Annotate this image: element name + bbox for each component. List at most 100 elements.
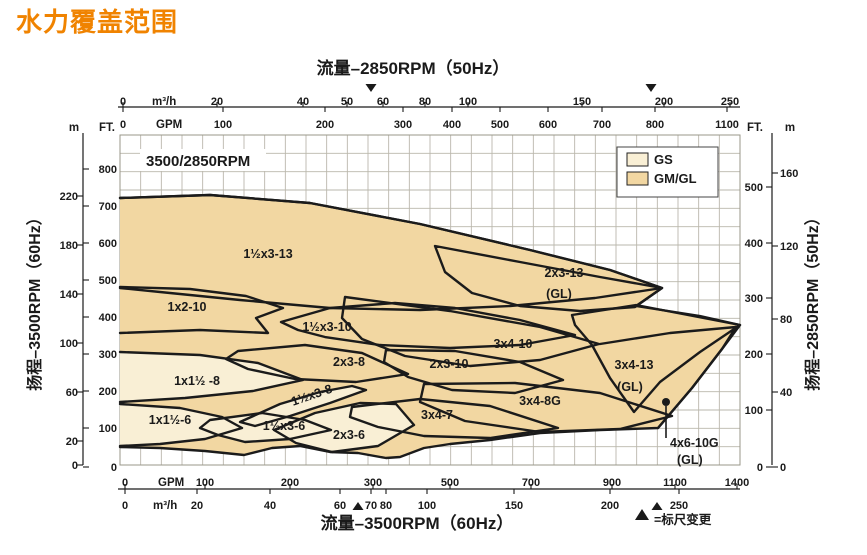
region-outline-1-5x3-10 — [279, 301, 577, 350]
svg-text:150: 150 — [573, 96, 591, 108]
region-outline-3x4-10 — [340, 295, 601, 368]
top-axis-title: 流量–2850RPM（50Hz） — [317, 58, 510, 78]
svg-text:1400: 1400 — [725, 477, 749, 489]
svg-text:0: 0 — [120, 119, 126, 131]
legend-item-gs: GS — [626, 152, 673, 167]
svg-text:200: 200 — [281, 477, 299, 489]
svg-text:80: 80 — [380, 500, 392, 512]
svg-text:60: 60 — [334, 500, 346, 512]
svg-text:500: 500 — [99, 275, 117, 287]
region-label-2x3-6: 2x3-6 — [333, 428, 365, 442]
svg-text:1100: 1100 — [715, 119, 739, 131]
triangle-up-icon — [635, 509, 649, 520]
svg-text:100: 100 — [214, 119, 232, 131]
svg-text:(GL): (GL) — [677, 453, 703, 467]
region-outline-2x3-6 — [272, 401, 416, 454]
svg-text:200: 200 — [601, 500, 619, 512]
svg-text:0: 0 — [780, 462, 786, 474]
region-fill-1x1-5-6 — [120, 404, 242, 446]
svg-text:100: 100 — [196, 477, 214, 489]
svg-text:60: 60 — [377, 96, 389, 108]
svg-text:500: 500 — [441, 477, 459, 489]
region-label-2x3-13: 2x3-13 — [545, 266, 584, 280]
left-axis-title: 扬程–3500RPM（60Hz） — [25, 209, 44, 390]
svg-text:20: 20 — [191, 500, 203, 512]
legend-label: GS — [654, 152, 673, 167]
callout-4x6-10g: 4x6-10G (GL) — [662, 398, 719, 467]
legend-item-gm-gl: GM/GL — [626, 171, 697, 186]
region-outline-1x1-5-8 — [118, 350, 305, 404]
region-label-2x3-8: 2x3-8 — [333, 355, 365, 369]
svg-text:0: 0 — [757, 462, 763, 474]
region-label-1x1-5-8: 1x1½ -8 — [174, 374, 220, 388]
svg-text:500: 500 — [491, 119, 509, 131]
region-label-1x1-5-6: 1x1½-6 — [149, 413, 191, 427]
svg-text:200: 200 — [99, 386, 117, 398]
scale-change-marker — [365, 84, 377, 92]
svg-text:100: 100 — [745, 405, 763, 417]
svg-text:70: 70 — [365, 500, 377, 512]
region-label-1-5x3-10: 1½x3-10 — [302, 320, 351, 334]
svg-text:400: 400 — [745, 238, 763, 250]
region-fill-2x3-6 — [274, 403, 414, 452]
svg-text:300: 300 — [394, 119, 412, 131]
svg-text:500: 500 — [745, 182, 763, 194]
svg-text:0: 0 — [122, 500, 128, 512]
region-label-3x4-7: 3x4-7 — [421, 408, 453, 422]
right-axis-title: 扬程–2850RPM（50Hz） — [803, 209, 822, 390]
scale-change-marker — [352, 502, 364, 510]
svg-text:120: 120 — [780, 241, 798, 253]
region-label-1-5x3-13: 1½x3-13 — [243, 247, 292, 261]
callout-dot — [662, 398, 670, 406]
axis-unit-left-m: m — [69, 122, 79, 134]
svg-text:0: 0 — [122, 477, 128, 489]
scale-change-marker — [645, 84, 657, 92]
legend-label: GM/GL — [654, 171, 697, 186]
svg-text:20: 20 — [211, 96, 223, 108]
region-label-1-5x3-6: 1½x3-6 — [263, 419, 305, 433]
region-outline-3x4-7 — [348, 397, 560, 440]
axis-unit-bottom-m3h: m³/h — [153, 500, 177, 512]
axis-left: 22018014010060200m8007006005004003002001… — [60, 122, 117, 474]
coverage-outline — [118, 193, 742, 460]
region-outline-1x1-5-6 — [118, 402, 244, 448]
scale-change-note: =标尺变更 — [635, 509, 712, 527]
svg-text:300: 300 — [99, 349, 117, 361]
bottom-axis-title: 流量–3500RPM（60Hz） — [321, 513, 514, 533]
svg-text:700: 700 — [522, 477, 540, 489]
axis-unit-right-m: m — [785, 122, 795, 134]
svg-text:60: 60 — [66, 387, 78, 399]
svg-text:220: 220 — [60, 191, 78, 203]
region-outline-2x3-8 — [224, 343, 410, 384]
svg-text:80: 80 — [780, 314, 792, 326]
region-label-3x4-8G: 3x4-8G — [519, 394, 561, 408]
svg-text:0: 0 — [111, 462, 117, 474]
svg-text:600: 600 — [99, 238, 117, 250]
svg-text:40: 40 — [780, 387, 792, 399]
region-label-3x4-13: 3x4-13 — [615, 358, 654, 372]
svg-text:200: 200 — [655, 96, 673, 108]
svg-text:400: 400 — [443, 119, 461, 131]
speed-label-bg — [140, 149, 266, 171]
svg-text:400: 400 — [99, 312, 117, 324]
svg-text:800: 800 — [646, 119, 664, 131]
svg-text:200: 200 — [316, 119, 334, 131]
svg-text:1100: 1100 — [663, 477, 687, 489]
axis-unit-bottom-gpm: GPM — [158, 477, 184, 489]
region-label-3x4-10: 3x4-10 — [494, 337, 533, 351]
axis-top: 0 20 40 50 60 80 100 150 200 250 m³/h 0 100 200 300 400… — [118, 84, 740, 131]
svg-text:4x6-10G: 4x6-10G — [670, 436, 719, 450]
svg-text:300: 300 — [745, 293, 763, 305]
svg-text:900: 900 — [603, 477, 621, 489]
scale-change-marker — [651, 502, 663, 510]
speed-label: 3500/2850RPM — [146, 153, 250, 170]
region-outline-1x2-10 — [118, 285, 285, 335]
region-sublabel-3x4-13: (GL) — [617, 380, 643, 394]
region-label-1x2-10: 1x2-10 — [168, 300, 207, 314]
svg-text:=标尺变更: =标尺变更 — [654, 512, 712, 527]
svg-text:800: 800 — [99, 164, 117, 176]
axis-unit-top-gpm: GPM — [156, 119, 182, 131]
region-sublabel-2x3-13: (GL) — [546, 287, 572, 301]
